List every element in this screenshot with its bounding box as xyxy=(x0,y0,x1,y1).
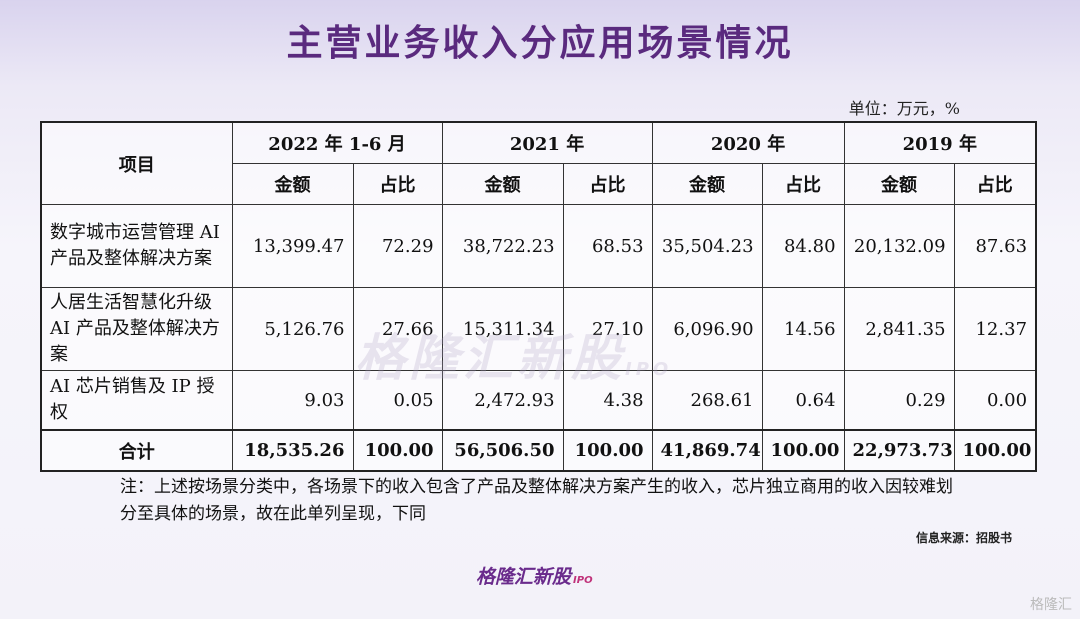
brand-sub: IPO xyxy=(573,575,593,586)
ratio-cell: 12.37 xyxy=(953,287,1037,371)
amount-cell: 13,399.47 xyxy=(231,204,354,288)
amount-cell: 5,126.76 xyxy=(231,287,354,371)
amount-cell: 9.03 xyxy=(231,370,354,431)
amount-header: 金额 xyxy=(651,163,763,205)
amount-cell: 268.61 xyxy=(651,370,763,431)
ratio-header: 占比 xyxy=(953,163,1037,205)
amount-cell: 20,132.09 xyxy=(843,204,955,288)
ratio-cell: 0.64 xyxy=(761,370,845,431)
row-item-label: 人居生活智慧化升级 AI 产品及整体解决方案 xyxy=(40,287,233,371)
ratio-cell: 87.63 xyxy=(953,204,1037,288)
amount-header: 金额 xyxy=(843,163,955,205)
ratio-cell: 84.80 xyxy=(761,204,845,288)
unit-label: 单位：万元，% xyxy=(848,99,960,118)
ratio-cell: 14.56 xyxy=(761,287,845,371)
row-item-label: 数字城市运营管理 AI 产品及整体解决方案 xyxy=(40,204,233,288)
page-title: 主营业务收入分应用场景情况 xyxy=(286,23,794,64)
header-row-periods: 项目 2022 年 1-6 月 2021 年 2020 年 2019 年 xyxy=(40,121,1037,205)
total-ratio-cell: 100.00 xyxy=(761,429,845,472)
ratio-cell: 72.29 xyxy=(352,204,443,288)
total-amount-cell: 22,973.73 xyxy=(843,429,955,472)
amount-cell: 38,722.23 xyxy=(441,204,564,288)
revenue-table: 项目 2022 年 1-6 月 2021 年 2020 年 2019 年 金额 … xyxy=(40,121,1038,472)
amount-cell: 6,096.90 xyxy=(651,287,763,371)
table-row: 人居生活智慧化升级 AI 产品及整体解决方案 5,126.76 27.66 15… xyxy=(40,287,1037,371)
ratio-header: 占比 xyxy=(761,163,845,205)
ratio-cell: 0.00 xyxy=(953,370,1037,431)
amount-header: 金额 xyxy=(441,163,564,205)
period-header: 2020 年 xyxy=(651,121,845,164)
total-ratio-cell: 100.00 xyxy=(953,429,1037,472)
ratio-cell: 27.66 xyxy=(352,287,443,371)
amount-cell: 2,841.35 xyxy=(843,287,955,371)
total-amount-cell: 18,535.26 xyxy=(231,429,354,472)
period-header: 2022 年 1-6 月 xyxy=(231,121,443,164)
total-ratio-cell: 100.00 xyxy=(562,429,653,472)
total-amount-cell: 56,506.50 xyxy=(441,429,564,472)
row-item-label: AI 芯片销售及 IP 授权 xyxy=(40,370,233,431)
header-row-metrics: 金额 占比 金额 占比 金额 占比 金额 占比 xyxy=(41,163,1037,205)
total-row: 合计 18,535.26 100.00 56,506.50 100.00 41,… xyxy=(40,429,1037,472)
amount-header: 金额 xyxy=(231,163,354,205)
corner-watermark: 格隆汇 xyxy=(1030,597,1072,613)
brand-logo: 格隆汇新股 IPO xyxy=(476,562,593,589)
period-header: 2021 年 xyxy=(441,121,653,164)
ratio-cell: 0.05 xyxy=(352,370,443,431)
amount-cell: 35,504.23 xyxy=(651,204,763,288)
table-row: 数字城市运营管理 AI 产品及整体解决方案 13,399.47 72.29 38… xyxy=(40,204,1037,288)
ratio-header: 占比 xyxy=(562,163,653,205)
total-amount-cell: 41,869.74 xyxy=(651,429,763,472)
footnote: 注：上述按场景分类中，各场景下的收入包含了产品及整体解决方案产生的收入，芯片独立… xyxy=(120,477,953,524)
amount-cell: 0.29 xyxy=(843,370,955,431)
amount-cell: 2,472.93 xyxy=(441,370,564,431)
brand-name: 格隆汇新股 xyxy=(476,566,572,588)
ratio-cell: 27.10 xyxy=(562,287,653,371)
amount-cell: 15,311.34 xyxy=(441,287,564,371)
total-label: 合计 xyxy=(40,429,233,472)
period-header: 2019 年 xyxy=(843,121,1037,164)
ratio-cell: 4.38 xyxy=(562,370,653,431)
ratio-header: 占比 xyxy=(352,163,443,205)
table-row: AI 芯片销售及 IP 授权 9.03 0.05 2,472.93 4.38 2… xyxy=(40,370,1037,431)
ratio-cell: 68.53 xyxy=(562,204,653,288)
source-label: 信息来源：招股书 xyxy=(915,531,1012,545)
total-ratio-cell: 100.00 xyxy=(352,429,443,472)
item-header: 项目 xyxy=(40,121,233,205)
